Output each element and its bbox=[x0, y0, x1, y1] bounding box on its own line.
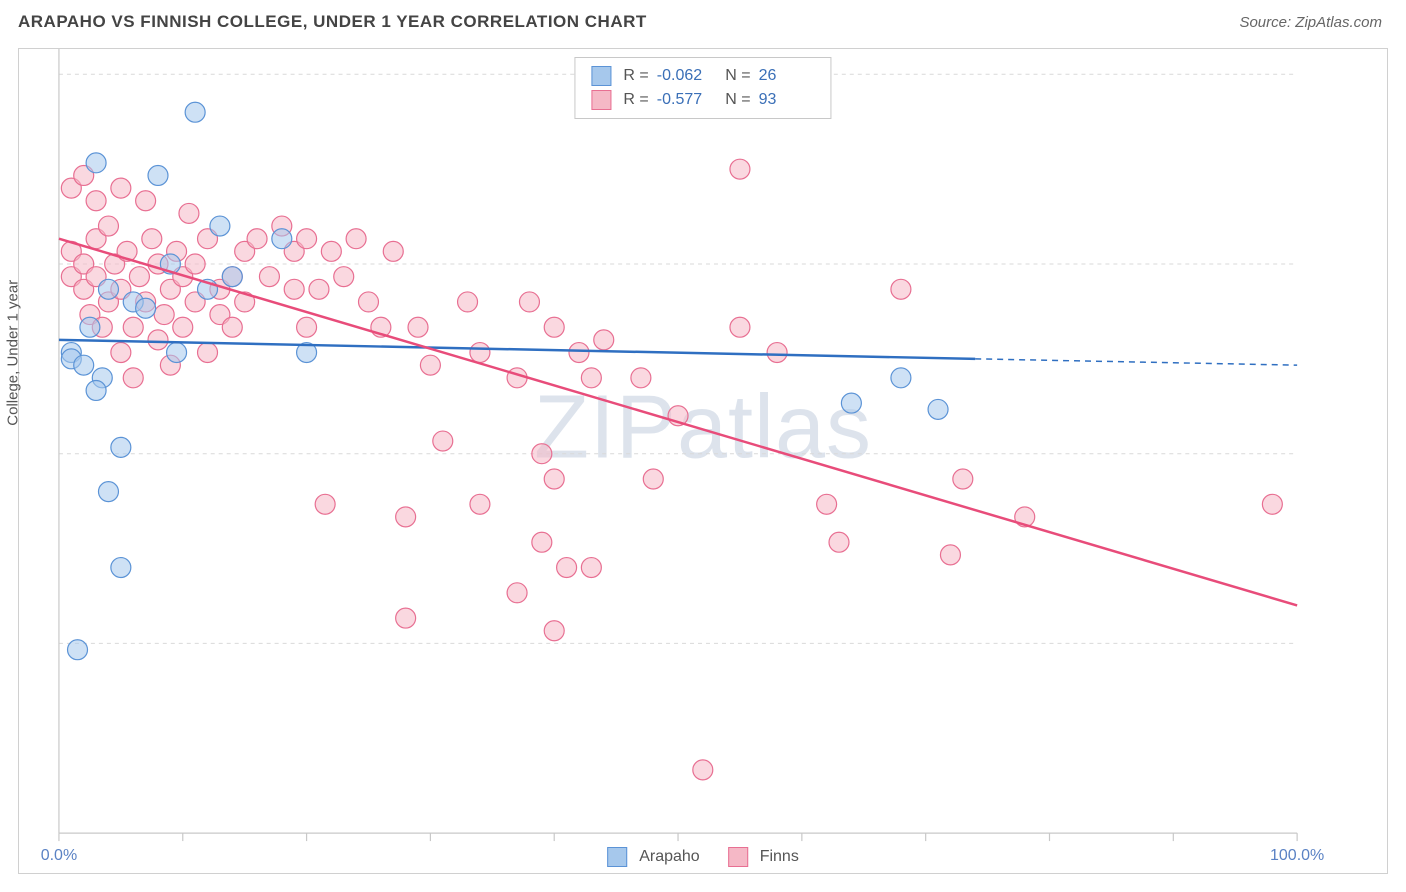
n-value-finns: 93 bbox=[759, 88, 815, 112]
n-value-arapaho: 26 bbox=[759, 64, 815, 88]
swatch-arapaho-icon bbox=[607, 847, 627, 867]
x-tick-label: 100.0% bbox=[1270, 847, 1324, 865]
r-label: R = bbox=[623, 88, 648, 112]
scatter-chart-svg bbox=[19, 49, 1387, 873]
swatch-arapaho bbox=[591, 66, 611, 86]
swatch-finns bbox=[591, 90, 611, 110]
chart-area: College, Under 1 year ZIPatlas R = -0.06… bbox=[18, 48, 1388, 874]
legend-item-arapaho: Arapaho bbox=[607, 847, 700, 867]
legend-bottom: Arapaho Finns bbox=[607, 847, 799, 867]
legend-item-finns: Finns bbox=[728, 847, 799, 867]
source-attribution: Source: ZipAtlas.com bbox=[1239, 14, 1382, 31]
legend-row-arapaho: R = -0.062 N = 26 bbox=[591, 64, 814, 88]
n-label: N = bbox=[721, 88, 751, 112]
swatch-finns-icon bbox=[728, 847, 748, 867]
legend-stats-box: R = -0.062 N = 26 R = -0.577 N = 93 bbox=[574, 57, 831, 119]
n-label: N = bbox=[721, 64, 751, 88]
r-value-arapaho: -0.062 bbox=[657, 64, 713, 88]
r-label: R = bbox=[623, 64, 648, 88]
legend-label-arapaho: Arapaho bbox=[639, 848, 700, 866]
legend-label-finns: Finns bbox=[760, 848, 799, 866]
legend-row-finns: R = -0.577 N = 93 bbox=[591, 88, 814, 112]
chart-title: ARAPAHO VS FINNISH COLLEGE, UNDER 1 YEAR… bbox=[18, 12, 647, 32]
r-value-finns: -0.577 bbox=[657, 88, 713, 112]
x-tick-label: 0.0% bbox=[41, 847, 77, 865]
